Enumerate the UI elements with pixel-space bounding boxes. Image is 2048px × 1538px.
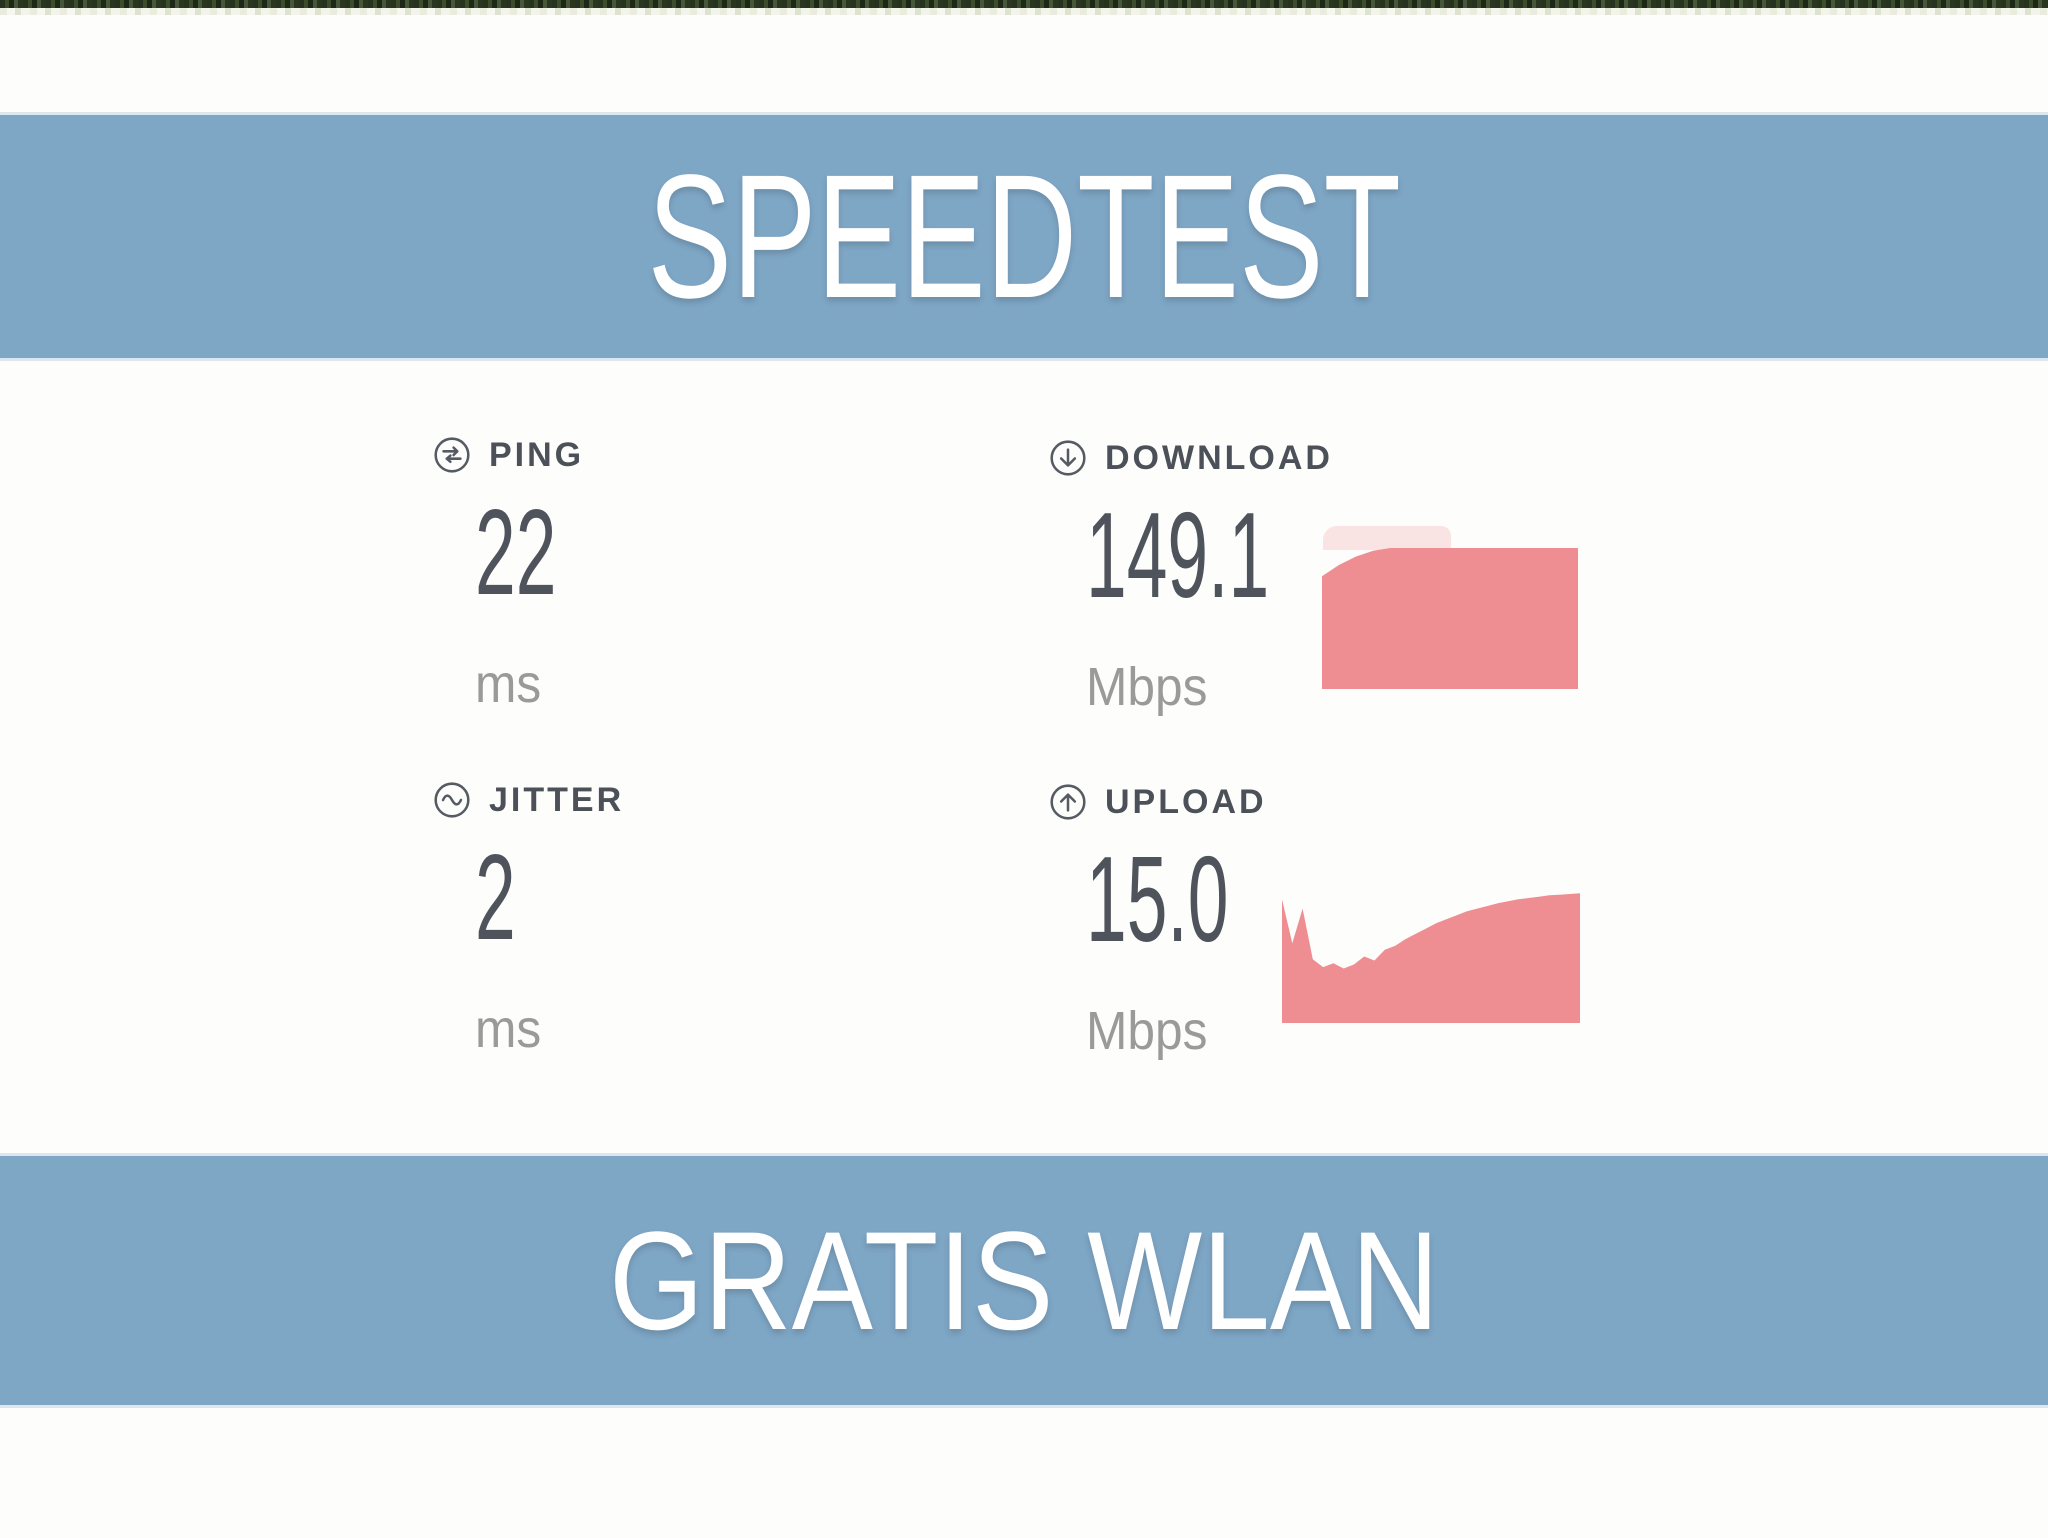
photo-edge-fade [0, 8, 2048, 15]
metric-download: DOWNLOAD 149.1 Mbps [1048, 438, 1391, 714]
gratis-wlan-banner: GRATIS WLAN [0, 1156, 2048, 1405]
metric-upload-label: UPLOAD [1105, 783, 1267, 821]
speedtest-banner: SPEEDTEST [0, 115, 2048, 358]
metric-download-header: DOWNLOAD [1048, 438, 1391, 478]
download-sparkline-wash [1323, 526, 1451, 550]
photo-edge-strip [0, 0, 2048, 8]
metric-jitter-unit: ms [475, 999, 542, 1059]
metric-upload: UPLOAD 15.0 Mbps [1048, 782, 1323, 1058]
metric-download-label: DOWNLOAD [1105, 439, 1333, 477]
metric-jitter-value: 2 [475, 829, 516, 965]
metric-ping-value: 22 [475, 484, 557, 620]
speedtest-title: SPEEDTEST [647, 138, 1401, 335]
metric-ping-label: PING [489, 436, 585, 474]
download-arrow-circle-icon [1050, 440, 1086, 476]
metric-ping: PING 22 ms [432, 435, 611, 711]
download-sparkline-chart [1322, 548, 1578, 689]
metric-jitter-label: JITTER [489, 781, 625, 819]
ping-gauge-icon [434, 437, 470, 473]
jitter-wave-circle-icon [434, 782, 470, 818]
metric-download-unit: Mbps [1086, 657, 1208, 717]
gratis-wlan-title: GRATIS WLAN [608, 1201, 1440, 1359]
metric-ping-unit: ms [475, 654, 542, 714]
metric-ping-header: PING [432, 435, 611, 475]
metric-jitter-header: JITTER [432, 780, 624, 820]
metric-download-value: 149.1 [1086, 487, 1270, 623]
metric-upload-header: UPLOAD [1048, 782, 1323, 822]
metric-jitter: JITTER 2 ms [432, 780, 624, 1056]
metric-upload-unit: Mbps [1086, 1001, 1208, 1061]
upload-arrow-circle-icon [1050, 784, 1086, 820]
upload-sparkline-chart [1282, 890, 1580, 1023]
metric-upload-value: 15.0 [1086, 831, 1229, 967]
